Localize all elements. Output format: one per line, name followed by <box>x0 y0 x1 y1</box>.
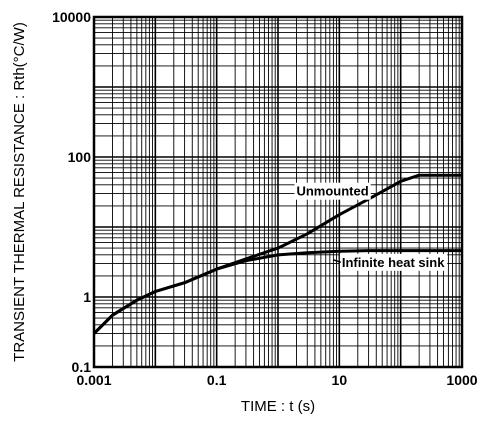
x-axis-title: TIME : t (s) <box>241 398 315 415</box>
y-tick-label: 10000 <box>52 9 91 25</box>
y-tick-label: 100 <box>68 149 92 165</box>
series-lines <box>92 173 462 335</box>
x-tick-label: 1000 <box>446 372 477 388</box>
annotation-unmounted-bg <box>294 182 371 200</box>
series-line-1 <box>92 249 462 335</box>
annotation-infinite-heat-sink: Infinite heat sink <box>342 255 445 270</box>
annotation-infinite-heat-sink-bg <box>339 253 448 271</box>
annotation-unmounted: Unmounted <box>296 184 368 199</box>
series-annotations: Unmounted Infinite heat sink <box>294 182 448 271</box>
x-tick-label: 10 <box>332 372 348 388</box>
x-tick-label: 0.001 <box>76 372 111 388</box>
y-tick-labels: 0.1 1 100 10000 <box>52 9 91 375</box>
y-tick-label: 1 <box>83 289 91 305</box>
y-axis-title: TRANSIENT THERMAL RESISTANCE : Rth(°C/W) <box>11 22 28 362</box>
x-tick-labels: 0.001 0.1 10 1000 <box>76 372 477 388</box>
plot-frame <box>92 15 464 369</box>
x-tick-label: 0.1 <box>207 372 227 388</box>
grid-lines <box>93 17 462 368</box>
annotation-leader-line <box>333 259 342 264</box>
y-tick-label: 0.1 <box>72 359 92 375</box>
